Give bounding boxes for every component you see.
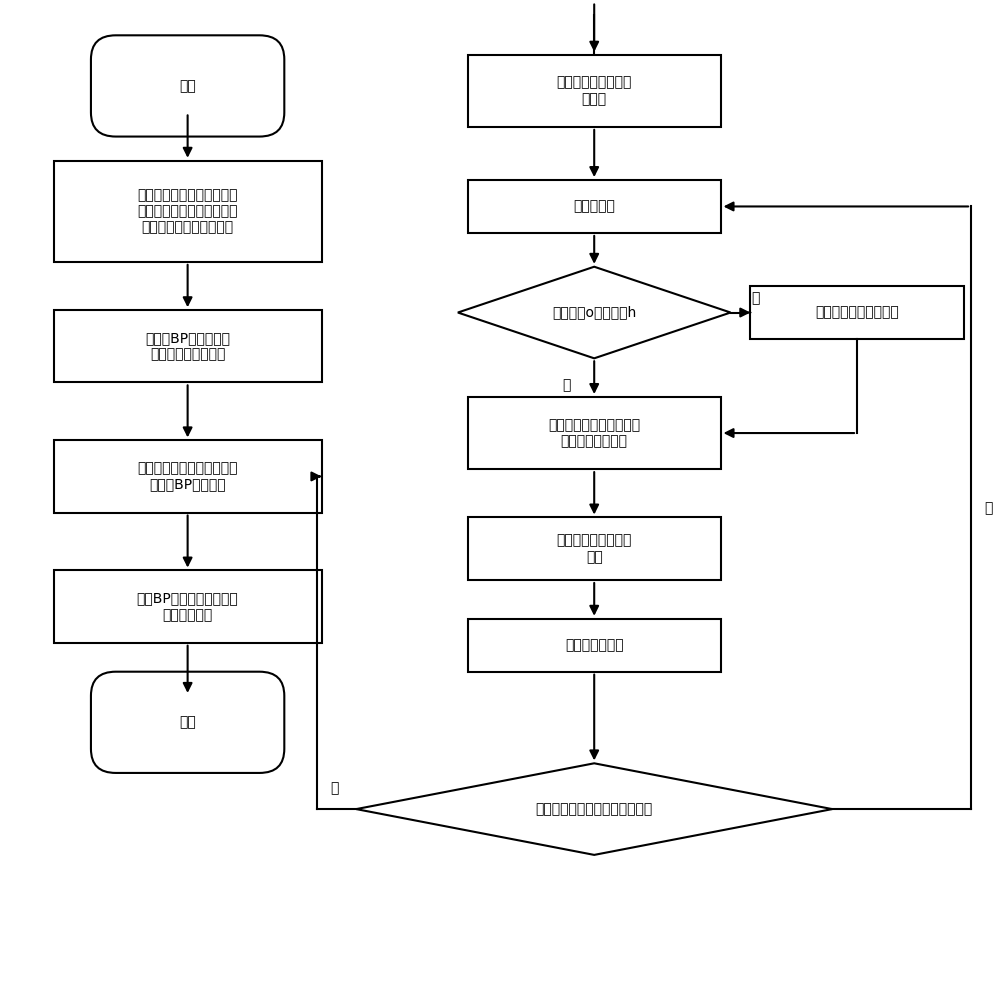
- Text: 利用BP神经网络对数据进
行训练和测试: 利用BP神经网络对数据进 行训练和测试: [137, 591, 239, 622]
- FancyBboxPatch shape: [91, 672, 284, 773]
- Text: 初始化BP神经网络以
及天牛须算法的参数: 初始化BP神经网络以 及天牛须算法的参数: [145, 331, 230, 361]
- Text: 是: 是: [751, 291, 760, 305]
- Bar: [54, 310, 322, 382]
- Text: 开始: 开始: [179, 79, 196, 93]
- Text: 将天牛须算法优化后的参数
赋值给BP神经网络: 将天牛须算法优化后的参数 赋值给BP神经网络: [137, 462, 238, 492]
- Text: 是: 是: [330, 781, 339, 794]
- FancyBboxPatch shape: [91, 35, 284, 136]
- Text: 否: 否: [562, 378, 571, 393]
- Bar: [468, 518, 721, 580]
- Text: 按照公式改变两须间距: 按照公式改变两须间距: [815, 305, 899, 319]
- Bar: [54, 571, 322, 643]
- Text: 选择全局最优解: 选择全局最优解: [565, 638, 624, 652]
- Bar: [468, 397, 721, 469]
- Bar: [750, 286, 964, 339]
- Bar: [468, 619, 721, 672]
- Bar: [54, 161, 322, 262]
- Bar: [54, 440, 322, 513]
- Bar: [468, 180, 721, 233]
- Text: 生成随机数: 生成随机数: [573, 199, 615, 213]
- Text: 计算天牛左右须适应度函
数，更新质心坐标: 计算天牛左右须适应度函 数，更新质心坐标: [548, 418, 640, 448]
- Text: 采集六维力传感器的实时温
度，实际所受力或者力矩的
值，输出的力或者力矩值: 采集六维力传感器的实时温 度，实际所受力或者力矩的 值，输出的力或者力矩值: [137, 189, 238, 235]
- Bar: [468, 55, 721, 127]
- Text: 是否满足迭代次数或者训练误差: 是否满足迭代次数或者训练误差: [536, 802, 653, 816]
- Polygon shape: [356, 763, 832, 855]
- Text: 结束: 结束: [179, 715, 196, 730]
- Text: 随机数＜o，步长＜h: 随机数＜o，步长＜h: [552, 305, 636, 319]
- Polygon shape: [458, 267, 731, 358]
- Text: 初始化天牛左右须空
间坐标: 初始化天牛左右须空 间坐标: [557, 76, 632, 106]
- Text: 更新天牛左右须空间
坐标: 更新天牛左右须空间 坐标: [557, 533, 632, 564]
- Text: 否: 否: [985, 501, 993, 515]
